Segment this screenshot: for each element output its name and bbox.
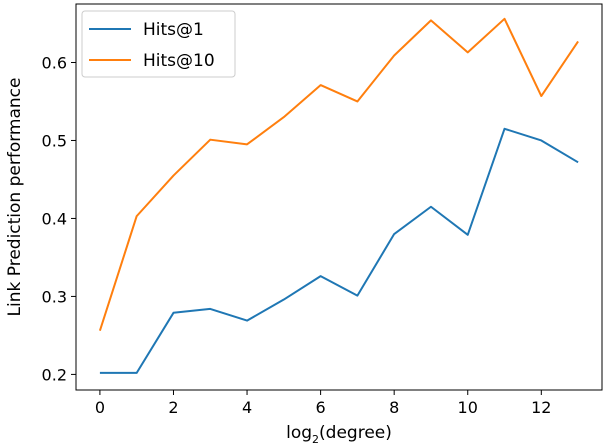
x-tick-label: 2	[168, 398, 178, 417]
x-tick-label: 8	[389, 398, 399, 417]
series-lines	[98, 17, 579, 374]
x-axis-label-suffix: (degree)	[319, 423, 392, 443]
y-tick-label: 0.5	[42, 131, 67, 150]
x-tick-label: 6	[316, 398, 326, 417]
x-tick-label: 0	[95, 398, 105, 417]
x-axis-ticks: 0 2 4 6 8 10 12	[95, 390, 551, 417]
y-axis-ticks: 0.2 0.3 0.4 0.5 0.6	[42, 53, 76, 384]
x-tick-label: 4	[242, 398, 252, 417]
y-tick-label: 0.2	[42, 365, 67, 384]
y-axis-label: Link Prediction performance	[5, 78, 25, 317]
y-tick-label: 0.6	[42, 53, 67, 72]
axes-frame	[75, 3, 603, 391]
x-tick-label: 10	[458, 398, 478, 417]
y-tick-label: 0.4	[42, 209, 67, 228]
legend-label-1: Hits@1	[143, 20, 204, 40]
x-axis-label-subscript: 2	[312, 433, 319, 446]
y-tick-label: 0.3	[42, 287, 67, 306]
series-line-1	[99, 127, 579, 374]
x-tick-label: 12	[531, 398, 551, 417]
legend: Hits@1 Hits@10	[81, 10, 236, 78]
series-line-2	[98, 17, 579, 332]
legend-label-2: Hits@10	[143, 51, 215, 71]
x-axis-label: log2(degree)	[286, 423, 392, 446]
